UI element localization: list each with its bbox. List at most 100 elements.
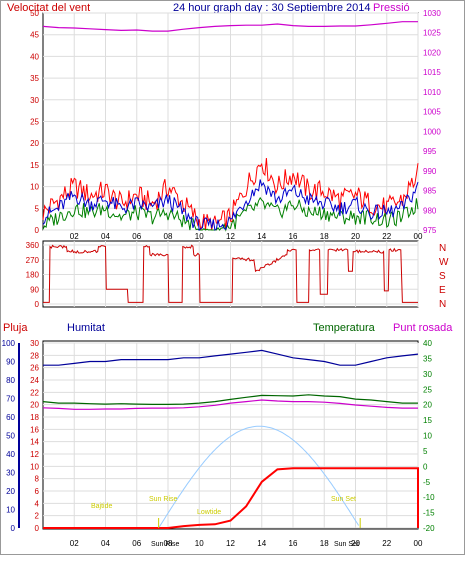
temperature-tick-label: 30	[423, 370, 432, 379]
compass-label: N	[439, 243, 446, 254]
direction-degree-label: 270	[26, 256, 40, 265]
pressure-tick-label: 995	[423, 147, 437, 156]
rain-x-axis-ticks: 02 04 06 08 10 12 14 16 18 20 22 00	[70, 539, 423, 548]
wind-gust-line	[42, 157, 419, 231]
temperature-label: Temperatura	[313, 322, 376, 334]
direction-degree-label: 0	[35, 300, 40, 309]
temperature-tick-label: -5	[423, 478, 431, 487]
humidity-tick-label: 100	[2, 339, 16, 348]
temperature-line	[42, 394, 418, 405]
rain-tick-label: 16	[30, 425, 39, 434]
rain-tick-label: 8	[35, 475, 40, 484]
wind-x-tick-label: 04	[101, 232, 110, 241]
rain-x-tick-label: 08	[164, 539, 173, 548]
temperature-tick-label: -20	[423, 524, 435, 533]
pressure-tick-label: 1020	[423, 48, 441, 57]
humidity-tick-label: 70	[6, 395, 15, 404]
rain-x-tick-label: 04	[101, 539, 110, 548]
rain-tick-label: 28	[30, 351, 39, 360]
rain-tick-label: 12	[30, 450, 39, 459]
rain-tick-label: 30	[30, 339, 39, 348]
sun-marker-label: Sun Set	[334, 541, 359, 548]
humidity-tick-label: 50	[6, 432, 15, 441]
temperature-tick-label: 35	[423, 354, 432, 363]
rain-x-tick-label: 02	[70, 539, 79, 548]
temperature-tick-label: -10	[423, 493, 435, 502]
pressure-tick-label: 1025	[423, 29, 441, 38]
wind-x-tick-label: 12	[226, 232, 235, 241]
pressure-tick-label: 980	[423, 206, 437, 215]
rain-tick-label: 24	[30, 376, 39, 385]
wind-speed-label: Velocitat del vent	[7, 2, 90, 14]
rain-x-tick-label: 16	[289, 539, 298, 548]
pressure-tick-label: 1000	[423, 127, 441, 136]
rain-tick-label: 4	[35, 499, 40, 508]
temperature-axis-ticks: -20 -15 -10 -5 0 5 10 15 20 25 30 35 40	[423, 339, 435, 533]
rain-x-tick-label: 12	[226, 539, 235, 548]
pressure-label: Pressió	[373, 2, 410, 14]
wind-tick-label: 0	[35, 226, 40, 235]
wind-tick-label: 15	[30, 161, 39, 170]
humidity-tick-label: 0	[11, 524, 16, 533]
pressure-tick-label: 985	[423, 187, 437, 196]
humidity-line	[43, 349, 419, 366]
rain-x-tick-label: 10	[195, 539, 204, 548]
compass-label: S	[439, 271, 446, 282]
direction-degree-label: 180	[26, 271, 40, 280]
rain-tick-label: 0	[35, 524, 40, 533]
temperature-tick-label: 15	[423, 416, 432, 425]
pressure-tick-label: 1030	[423, 9, 441, 18]
wind-x-tick-label: 16	[289, 232, 298, 241]
event-label: Sun Set	[331, 496, 356, 503]
rain-x-tick-label: 18	[320, 539, 329, 548]
wind-tick-label: 25	[30, 118, 39, 127]
sun-elevation-curve	[158, 425, 360, 529]
pressure-line	[42, 21, 418, 32]
event-label: Bajtide	[91, 503, 113, 510]
wind-x-tick-label: 06	[132, 232, 141, 241]
wind-tick-label: 45	[30, 31, 39, 40]
humidity-tick-label: 20	[6, 487, 15, 496]
compass-label: N	[439, 299, 446, 310]
page-title: 24 hour graph day : 30 Septiembre 2014	[173, 2, 371, 14]
wind-pressure-series	[42, 21, 419, 232]
wind-tick-label: 35	[30, 74, 39, 83]
rain-x-tick-label: 20	[351, 539, 360, 548]
direction-degree-label: 90	[30, 285, 39, 294]
wind-x-tick-label: 10	[195, 232, 204, 241]
wind-x-axis-ticks: 02 04 06 08 10 12 14 16 18 20 22 00	[70, 232, 423, 241]
wind-x-tick-label: 22	[382, 232, 391, 241]
wind-x-tick-label: 20	[351, 232, 360, 241]
rain-x-tick-label: 22	[382, 539, 391, 548]
rain-tick-label: 22	[30, 388, 39, 397]
wind-tick-label: 10	[30, 183, 39, 192]
dewpoint-label: Punt rosada	[393, 322, 453, 334]
rain-tick-label: 14	[30, 438, 39, 447]
pressure-tick-label: 990	[423, 167, 437, 176]
wind-direction-line	[43, 244, 418, 303]
humidity-axis-ticks: 0 10 20 30 40 50 60 70 80 90 100	[2, 339, 20, 533]
wind-x-tick-label: 00	[414, 232, 423, 241]
wind-minimum-line	[42, 196, 419, 232]
humidity-tick-label: 60	[6, 413, 15, 422]
rain-x-tick-label: 00	[414, 539, 423, 548]
temperature-tick-label: -15	[423, 509, 435, 518]
direction-degree-label: 360	[26, 241, 40, 250]
rain-tick-label: 26	[30, 364, 39, 373]
wind-x-tick-label: 14	[257, 232, 266, 241]
temperature-tick-label: 0	[423, 462, 428, 471]
wind-pressure-grid	[43, 12, 419, 231]
humidity-tick-label: 80	[6, 376, 15, 385]
pressure-tick-label: 1005	[423, 108, 441, 117]
pressure-tick-label: 1015	[423, 68, 441, 77]
temperature-tick-label: 40	[423, 339, 432, 348]
rain-x-tick-label: 14	[257, 539, 266, 548]
sun-marker-label: Sun Rise	[151, 541, 180, 548]
pressure-tick-label: 1010	[423, 88, 441, 97]
temperature-tick-label: 10	[423, 432, 432, 441]
